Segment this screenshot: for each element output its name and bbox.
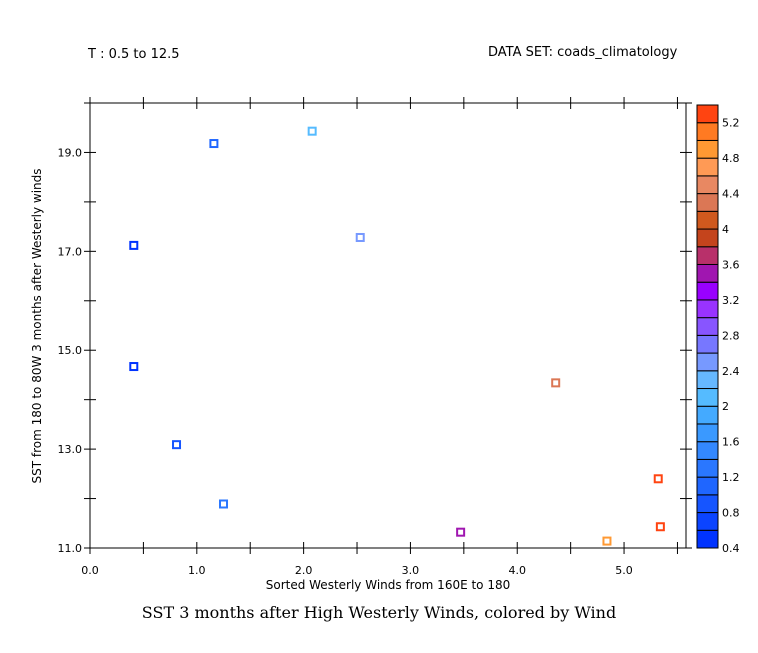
- colorbar-label: 5.2: [722, 117, 740, 130]
- colorbar-label: 0.8: [722, 507, 740, 520]
- colorbar-label: 1.2: [722, 471, 740, 484]
- colorbar-bin: [696, 441, 719, 460]
- y-tick-label: 13.0: [58, 443, 83, 456]
- colorbar-label: 2: [722, 400, 729, 413]
- colorbar-bin: [696, 458, 719, 478]
- x-tick-label: 0.0: [81, 564, 99, 577]
- x-tick-label: 1.0: [188, 564, 206, 577]
- data-point: [602, 536, 612, 546]
- colorbar-bin: [696, 529, 719, 549]
- colorbar-label: 4.8: [722, 152, 740, 165]
- colorbar-bin: [696, 281, 719, 301]
- colorbar-bin: [696, 157, 719, 177]
- chart-title: SST 3 months after High Westerly Winds, …: [141, 603, 617, 622]
- data-point: [219, 499, 229, 509]
- colorbar-label: 2.8: [722, 329, 740, 342]
- plot-frame: [89, 102, 687, 549]
- colorbar-bin: [696, 352, 719, 372]
- colorbar-bin: [696, 246, 719, 265]
- data-point: [209, 139, 219, 149]
- x-axis-label: Sorted Westerly Winds from 160E to 180: [266, 578, 511, 592]
- colorbar-bin: [696, 334, 719, 354]
- colorbar-bin: [696, 370, 719, 390]
- x-tick-label: 2.0: [295, 564, 313, 577]
- data-point: [653, 474, 663, 484]
- dataset-label: DATA SET: coads_climatology: [488, 45, 678, 60]
- colorbar-bin: [696, 423, 719, 443]
- data-point: [129, 362, 139, 372]
- colorbar-bin: [696, 139, 719, 159]
- colorbar-label: 2.4: [722, 365, 740, 378]
- colorbar-bin: [696, 299, 719, 319]
- colorbar-bin: [696, 210, 719, 230]
- data-point: [551, 378, 561, 388]
- y-tick-label: 11.0: [58, 542, 83, 555]
- data-point: [172, 440, 182, 450]
- x-tick-label: 3.0: [402, 564, 420, 577]
- data-point: [129, 240, 139, 250]
- colorbar-bin: [696, 175, 719, 195]
- colorbar-label: 3.6: [722, 258, 740, 271]
- data-point: [307, 126, 317, 136]
- colorbar-label: 0.4: [722, 542, 740, 555]
- data-point: [655, 522, 665, 532]
- colorbar-bin: [696, 104, 719, 124]
- colorbar-bin: [696, 228, 719, 248]
- colorbar-label: 3.2: [722, 294, 740, 307]
- x-tick-label: 5.0: [615, 564, 633, 577]
- colorbar-bin: [696, 476, 719, 496]
- data-point: [456, 527, 466, 537]
- y-axis-label: SST from 180 to 80W 3 months after Weste…: [30, 168, 44, 483]
- colorbar-bin: [696, 263, 719, 283]
- colorbar-label: 4.4: [722, 188, 740, 201]
- colorbar-label: 1.6: [722, 436, 740, 449]
- x-tick-label: 4.0: [508, 564, 526, 577]
- colorbar-bin: [696, 512, 719, 531]
- colorbar-bin: [696, 122, 719, 141]
- time-range-label: T : 0.5 to 12.5: [88, 47, 180, 62]
- colorbar-bin: [696, 317, 719, 336]
- colorbar-bin: [696, 193, 719, 212]
- y-tick-label: 15.0: [58, 344, 83, 357]
- colorbar-bin: [696, 494, 719, 514]
- data-point: [355, 232, 365, 242]
- colorbar-label: 4: [722, 223, 729, 236]
- y-tick-label: 19.0: [58, 146, 83, 159]
- colorbar-bin: [696, 388, 719, 407]
- colorbar-bin: [696, 405, 719, 425]
- y-tick-label: 17.0: [58, 245, 83, 258]
